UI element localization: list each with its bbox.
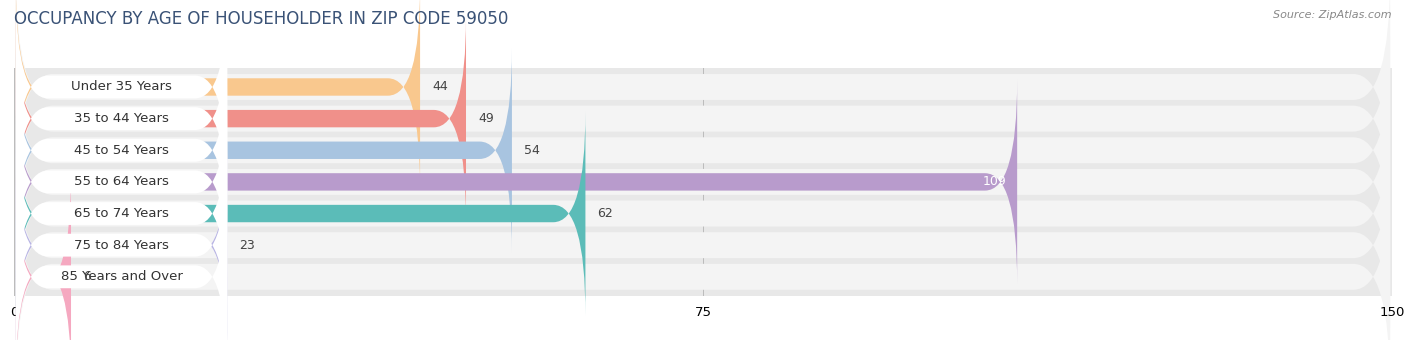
Text: 75 to 84 Years: 75 to 84 Years	[75, 239, 169, 252]
FancyBboxPatch shape	[15, 51, 228, 250]
Text: 49: 49	[478, 112, 494, 125]
Text: Source: ZipAtlas.com: Source: ZipAtlas.com	[1274, 10, 1392, 20]
FancyBboxPatch shape	[15, 48, 512, 252]
Text: 65 to 74 Years: 65 to 74 Years	[75, 207, 169, 220]
FancyBboxPatch shape	[15, 112, 585, 316]
Text: 44: 44	[432, 81, 447, 94]
Text: 35 to 44 Years: 35 to 44 Years	[75, 112, 169, 125]
Text: 62: 62	[598, 207, 613, 220]
Text: 6: 6	[83, 270, 91, 283]
FancyBboxPatch shape	[15, 146, 228, 340]
FancyBboxPatch shape	[15, 0, 228, 186]
Text: 109: 109	[983, 175, 1007, 188]
FancyBboxPatch shape	[15, 177, 228, 340]
Text: OCCUPANCY BY AGE OF HOUSEHOLDER IN ZIP CODE 59050: OCCUPANCY BY AGE OF HOUSEHOLDER IN ZIP C…	[14, 10, 509, 28]
FancyBboxPatch shape	[15, 0, 1391, 201]
Text: 54: 54	[524, 144, 540, 157]
Text: 45 to 54 Years: 45 to 54 Years	[75, 144, 169, 157]
FancyBboxPatch shape	[15, 143, 228, 340]
Text: 55 to 64 Years: 55 to 64 Years	[75, 175, 169, 188]
FancyBboxPatch shape	[15, 83, 228, 281]
Text: Under 35 Years: Under 35 Years	[72, 81, 172, 94]
Text: 85 Years and Over: 85 Years and Over	[60, 270, 183, 283]
FancyBboxPatch shape	[15, 37, 1391, 264]
FancyBboxPatch shape	[15, 19, 228, 218]
FancyBboxPatch shape	[15, 68, 1391, 295]
FancyBboxPatch shape	[15, 100, 1391, 327]
Text: 23: 23	[239, 239, 254, 252]
FancyBboxPatch shape	[15, 132, 1391, 340]
FancyBboxPatch shape	[15, 17, 465, 221]
FancyBboxPatch shape	[15, 80, 1017, 284]
FancyBboxPatch shape	[15, 175, 72, 340]
FancyBboxPatch shape	[15, 163, 1391, 340]
FancyBboxPatch shape	[15, 0, 420, 189]
FancyBboxPatch shape	[15, 114, 228, 313]
FancyBboxPatch shape	[15, 5, 1391, 232]
